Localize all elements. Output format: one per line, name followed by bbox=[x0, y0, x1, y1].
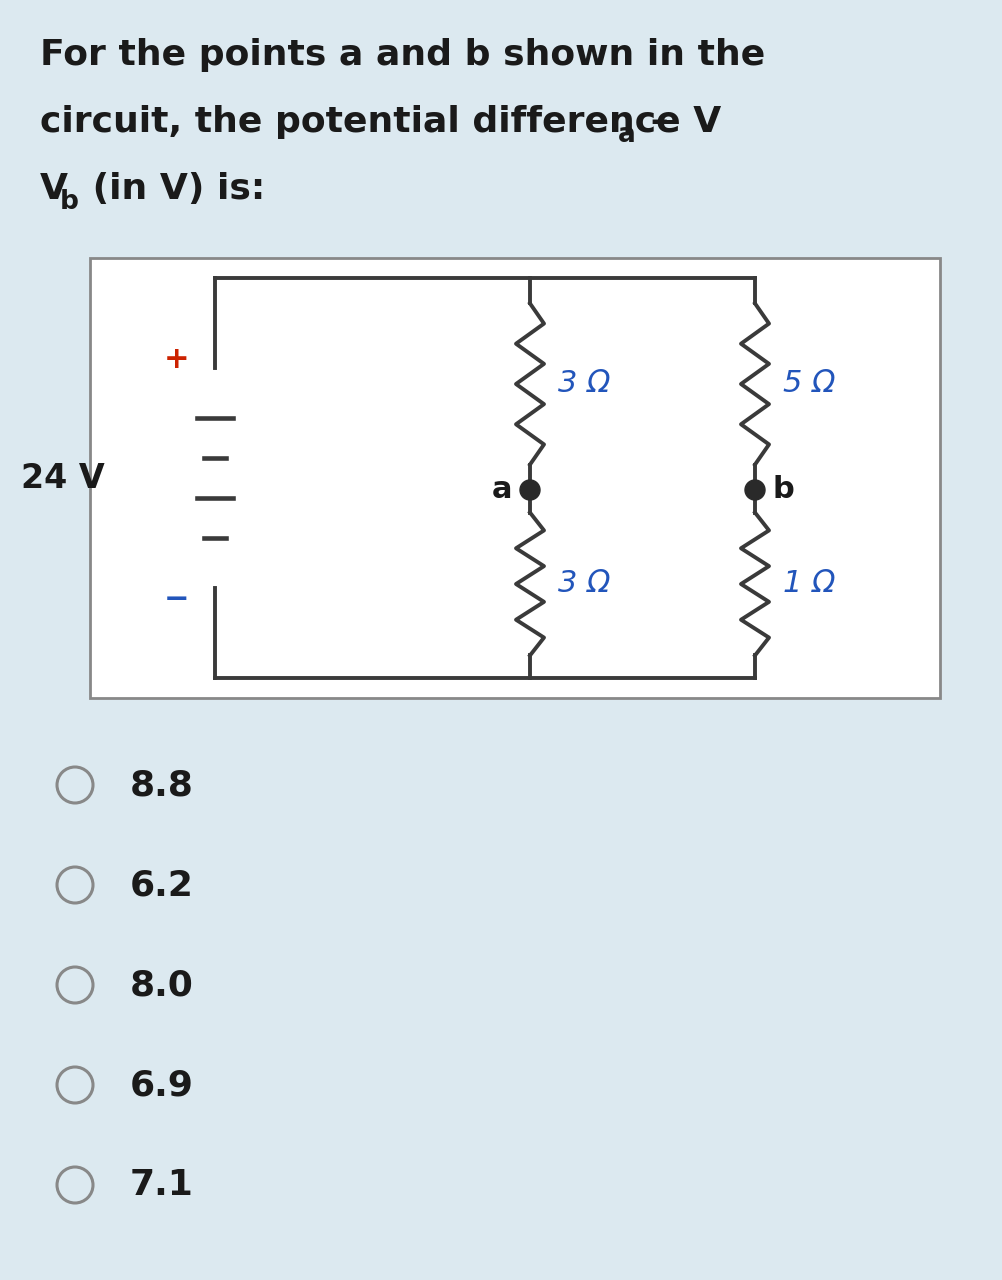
Text: 6.9: 6.9 bbox=[130, 1068, 193, 1102]
Text: 1 Ω: 1 Ω bbox=[783, 570, 835, 599]
Text: 3 Ω: 3 Ω bbox=[557, 570, 610, 599]
Text: (in V) is:: (in V) is: bbox=[80, 172, 265, 206]
Circle shape bbox=[519, 480, 539, 500]
Text: circuit, the potential difference V: circuit, the potential difference V bbox=[40, 105, 720, 140]
Bar bbox=[90, 259, 939, 698]
Text: –: – bbox=[637, 105, 668, 140]
Text: 5 Ω: 5 Ω bbox=[783, 370, 835, 398]
Text: 3 Ω: 3 Ω bbox=[557, 370, 610, 398]
Text: 8.8: 8.8 bbox=[130, 768, 193, 803]
Text: +: + bbox=[164, 346, 189, 375]
Circle shape bbox=[744, 480, 765, 500]
Text: b: b bbox=[773, 475, 794, 504]
Text: 8.0: 8.0 bbox=[130, 968, 193, 1002]
Text: V: V bbox=[40, 172, 68, 206]
Text: 7.1: 7.1 bbox=[130, 1167, 193, 1202]
Text: For the points a and b shown in the: For the points a and b shown in the bbox=[40, 38, 765, 72]
Text: 24 V: 24 V bbox=[21, 462, 105, 494]
Text: a: a bbox=[491, 475, 511, 504]
Text: b: b bbox=[60, 189, 79, 215]
Text: a: a bbox=[617, 122, 635, 148]
Text: 6.2: 6.2 bbox=[130, 868, 193, 902]
Text: −: − bbox=[164, 585, 189, 614]
